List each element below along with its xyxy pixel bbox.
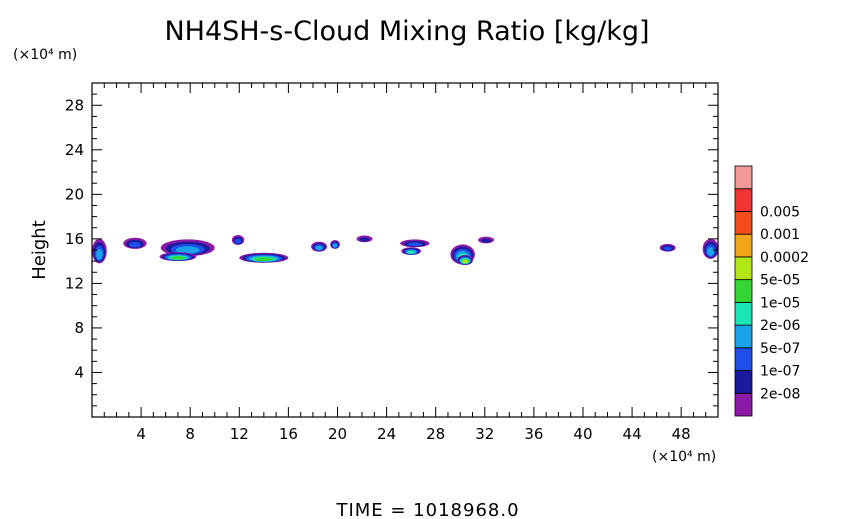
x-tick-label: 24 — [377, 425, 396, 443]
x-tick-label: 36 — [524, 425, 543, 443]
cloud-contour — [234, 238, 242, 244]
cloud-patch — [356, 235, 373, 243]
x-tick-label: 28 — [426, 425, 445, 443]
cloud-patch — [239, 252, 289, 263]
colorbar-label: 0.005 — [760, 204, 800, 220]
colorbar-legend: 2e-08 1e-07 5e-07 2e-06 1e-05 5e-05 0.0002 0.00… — [734, 165, 809, 417]
colorbar-label: 5e-05 — [760, 273, 800, 289]
cloud-contour — [359, 237, 370, 242]
y-axis: 4 8 12 16 20 24 28 — [65, 93, 718, 407]
colorbar-label: 0.0002 — [760, 250, 809, 266]
y-tick-label: 12 — [65, 274, 84, 292]
cloud-contour — [96, 248, 103, 260]
x-tick-label: 40 — [573, 425, 592, 443]
y-axis-title: Height — [29, 220, 50, 280]
plot-area — [92, 234, 719, 266]
y-tick-label: 16 — [65, 230, 84, 248]
x-unit-label: (×10⁴ m) — [652, 449, 716, 465]
chart-title: NH4SH-s-Cloud Mixing Ratio [kg/kg] — [164, 16, 649, 47]
cloud-contour — [462, 259, 468, 264]
colorbar-swatch — [734, 392, 753, 417]
cloud-contour — [315, 245, 323, 251]
time-label: TIME = 1018968.0 — [335, 500, 519, 519]
x-tick-label: 12 — [230, 425, 249, 443]
cloud-patch — [159, 252, 197, 262]
x-tick-label: 44 — [623, 425, 642, 443]
colorbar-swatch — [734, 301, 753, 326]
cloud-patch — [160, 239, 215, 257]
colorbar-swatch — [734, 256, 753, 281]
colorbar-swatch — [734, 211, 753, 235]
cloud-contour — [175, 246, 200, 254]
x-tick-label: 32 — [475, 425, 494, 443]
y-tick-label: 28 — [65, 96, 84, 114]
cloud-patch — [92, 238, 107, 264]
cloud-contour — [663, 246, 672, 251]
cloud-patch — [659, 243, 676, 252]
x-axis: 4 8 12 16 20 24 28 32 36 40 44 48 — [103, 83, 707, 443]
x-tick-label: 20 — [328, 425, 347, 443]
cloud-patch — [330, 239, 340, 249]
cloud-patch — [311, 241, 328, 252]
colorbar-label: 0.001 — [760, 227, 800, 243]
cloud-contour — [407, 242, 423, 247]
colorbar-label: 2e-08 — [760, 386, 800, 402]
colorbar-swatch — [734, 233, 753, 258]
cloud-patch — [400, 239, 430, 248]
cloud-contour — [481, 238, 491, 243]
cloud-contour — [254, 257, 274, 262]
y-tick-label: 24 — [65, 141, 84, 159]
y-unit-label: (×10⁴ m) — [13, 47, 77, 63]
colorbar-label: 1e-05 — [760, 295, 800, 311]
y-tick-label: 4 — [74, 363, 84, 381]
x-tick-label: 4 — [136, 425, 146, 443]
cloud-contour — [171, 256, 185, 260]
colorbar-swatch — [734, 165, 753, 190]
cloud-contour — [332, 243, 338, 248]
colorbar-swatch — [734, 324, 753, 349]
cloud-patch — [231, 234, 245, 245]
colorbar-label: 1e-07 — [760, 364, 800, 380]
colorbar-swatch — [734, 188, 753, 212]
y-tick-label: 8 — [74, 319, 84, 337]
y-tick-label: 20 — [65, 185, 84, 203]
cloud-patch — [401, 247, 421, 256]
cloud-patch — [478, 236, 494, 244]
x-tick-label: 8 — [185, 425, 195, 443]
colorbar-swatch — [734, 370, 753, 394]
cloud-contour — [129, 241, 141, 248]
cloud-contour — [407, 250, 416, 254]
cloud-patch — [457, 255, 474, 266]
cloud-contour — [707, 247, 715, 256]
x-tick-label: 16 — [279, 425, 298, 443]
x-tick-label: 48 — [672, 425, 691, 443]
cloud-patch — [702, 238, 719, 259]
colorbar-label: 5e-07 — [760, 341, 800, 357]
cloud-patch — [123, 237, 147, 249]
colorbar-swatch — [734, 347, 753, 371]
colorbar-label: 2e-06 — [760, 318, 800, 334]
colorbar-swatch — [734, 279, 753, 303]
